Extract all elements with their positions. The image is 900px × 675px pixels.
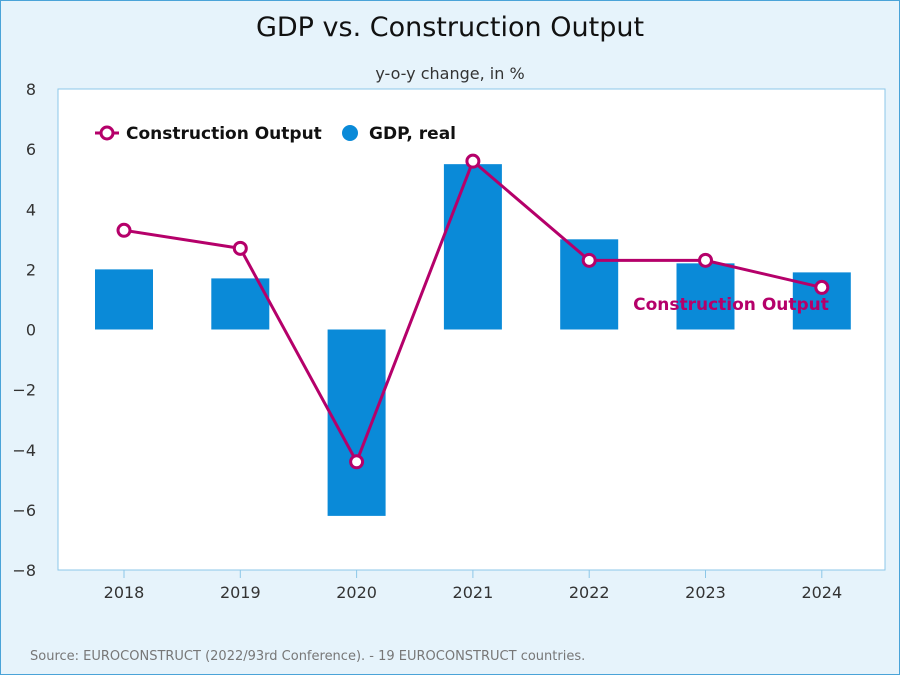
- legend-bar-swatch: [342, 125, 358, 141]
- gdp-bar: [676, 263, 735, 330]
- y-tick-label: 0: [26, 321, 36, 340]
- y-axis: 8 6 4 2 0 −2 −4 −6 −8: [12, 80, 36, 580]
- legend-construction-output: Construction Output: [126, 124, 322, 144]
- construction-point: [465, 153, 481, 169]
- gdp-bar: [327, 329, 386, 516]
- construction-line: [116, 153, 830, 470]
- construction-point: [698, 252, 713, 268]
- y-tick-label: 8: [26, 80, 36, 99]
- gdp-bar: [560, 239, 619, 330]
- x-tick-label: 2022: [569, 583, 610, 602]
- x-tick-label: 2021: [453, 583, 494, 602]
- construction-point: [232, 240, 248, 256]
- legend-gdp-real: GDP, real: [369, 124, 456, 144]
- construction-point: [116, 222, 132, 238]
- y-tick-label: 4: [26, 200, 36, 219]
- y-tick-label: 2: [26, 260, 36, 279]
- source-note: Source: EUROCONSTRUCT (2022/93rd Confere…: [30, 649, 585, 664]
- legend: Construction Output GDP, real: [95, 124, 456, 144]
- y-tick-label: −4: [12, 441, 36, 460]
- chart-subtitle: y-o-y change, in %: [375, 64, 524, 83]
- gdp-bar: [443, 164, 502, 330]
- y-tick-label: −6: [12, 501, 36, 520]
- gdp-bar: [95, 269, 153, 330]
- x-tick-label: 2019: [220, 583, 261, 602]
- y-tick-label: −2: [12, 381, 36, 400]
- y-tick-label: −8: [12, 561, 36, 580]
- series-annotation: Construction Output: [633, 295, 829, 315]
- construction-point: [581, 252, 597, 268]
- y-tick-label: 6: [26, 140, 36, 159]
- x-tick-label: 2023: [685, 583, 726, 602]
- legend-line-marker: [99, 125, 115, 141]
- x-tick-label: 2024: [801, 583, 842, 602]
- chart-title: GDP vs. Construction Output: [256, 12, 644, 43]
- construction-point: [814, 279, 830, 295]
- x-tick-label: 2020: [336, 583, 377, 602]
- x-tick-label: 2018: [104, 583, 145, 602]
- construction-point: [349, 454, 365, 470]
- x-axis: 2018 2019 2020 2021 2022 2023 2024: [104, 570, 842, 602]
